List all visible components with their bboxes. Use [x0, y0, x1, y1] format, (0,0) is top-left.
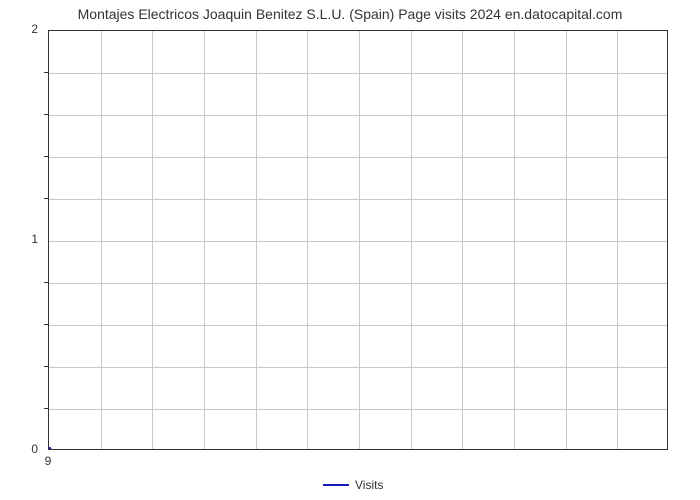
y-tick-label: 2 — [0, 22, 38, 36]
y-minor-tick — [44, 198, 48, 199]
legend-swatch — [323, 484, 349, 486]
y-minor-tick — [44, 366, 48, 367]
y-minor-tick — [44, 114, 48, 115]
series-svg — [49, 31, 667, 449]
data-point — [49, 447, 51, 449]
x-tick-label: 9 — [38, 454, 58, 468]
y-tick-label: 0 — [0, 442, 38, 456]
chart-title: Montajes Electricos Joaquin Benitez S.L.… — [0, 6, 700, 22]
plot-area — [48, 30, 668, 450]
legend-label: Visits — [355, 478, 383, 492]
y-minor-tick — [44, 282, 48, 283]
y-minor-tick — [44, 324, 48, 325]
y-tick-label: 1 — [0, 232, 38, 246]
y-minor-tick — [44, 156, 48, 157]
y-minor-tick — [44, 72, 48, 73]
y-minor-tick — [44, 408, 48, 409]
legend: Visits — [323, 478, 383, 492]
chart-container: { "chart": { "type": "line", "title": "M… — [0, 0, 700, 500]
